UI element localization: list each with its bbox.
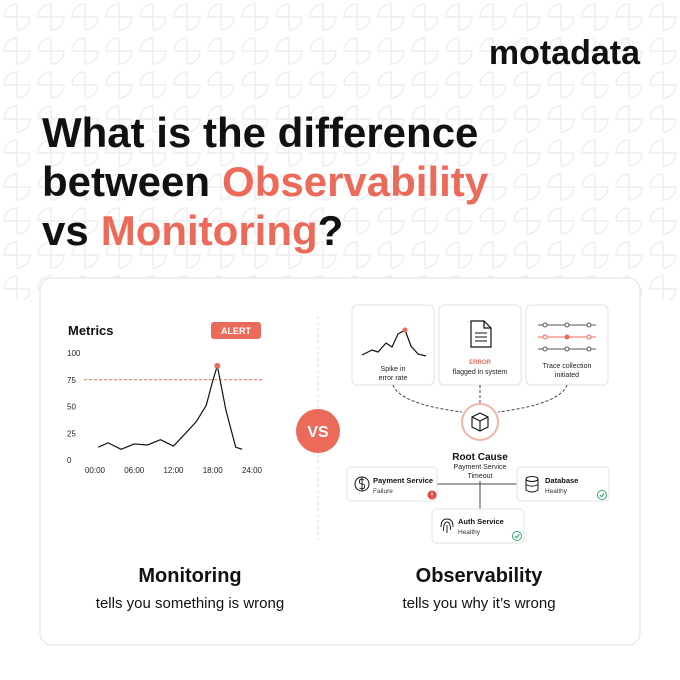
healthy-check (599, 493, 605, 498)
background-pattern (0, 0, 680, 300)
root-cause-text: Timeout (467, 473, 492, 480)
section-heading: Observability (416, 565, 544, 587)
document-icon (470, 320, 492, 348)
alert-badge-text: ALERT (221, 326, 251, 336)
service-card (516, 466, 610, 502)
vs-text: VS (307, 424, 329, 441)
error-tag: ERROR (469, 360, 491, 366)
spike-icon (361, 329, 427, 357)
headline-line: What is the difference (42, 109, 478, 156)
service-card (431, 508, 525, 544)
section-caption: tells you something is wrong (96, 595, 284, 612)
service-status: Failure (373, 488, 393, 495)
headline-text: ? (318, 207, 344, 254)
service-status: Healthy (458, 529, 481, 536)
cube-icon (471, 412, 489, 432)
dollar-icon (354, 476, 370, 492)
headline-line: between Observability (42, 158, 489, 205)
root-cause-title: Root Cause (452, 452, 508, 463)
y-tick-label: 0 (67, 456, 72, 465)
document-lines (475, 332, 487, 342)
service-links (437, 481, 517, 509)
section-caption: tells you why it’s wrong (402, 595, 555, 612)
headline-highlight: Monitoring (101, 207, 318, 254)
x-tick-label: 06:00 (124, 466, 145, 475)
connectors (392, 384, 568, 413)
brand-logo: motadata (489, 34, 641, 72)
card-text: Trace collection (543, 363, 592, 370)
card-text: initiated (555, 372, 579, 379)
x-tick-label: 00:00 (85, 466, 106, 475)
trace-icon (538, 322, 596, 352)
service-status: Healthy (545, 488, 568, 495)
vs-badge (296, 409, 340, 453)
headline-text: between (42, 158, 210, 205)
service-card (346, 466, 438, 502)
headline-highlight: Observability (222, 158, 489, 205)
y-tick-label: 75 (67, 376, 76, 385)
y-tick-label: 25 (67, 429, 76, 438)
card-text: error rate (379, 375, 408, 382)
fingerprint-icon (440, 518, 454, 533)
section-heading: Monitoring (138, 565, 241, 587)
y-tick-label: 50 (67, 403, 76, 412)
y-tick-label: 100 (67, 349, 81, 358)
metrics-chart: Metrics ALERT 0 25 50 75 100 00:00 06:00 12:00 1… (67, 322, 264, 475)
database-icon (525, 476, 539, 493)
x-tick-label: 12:00 (163, 466, 184, 475)
headline-text: What is the difference (42, 109, 478, 156)
service-name: Payment Service (373, 476, 433, 485)
alert-badge (211, 322, 261, 339)
chart-title: Metrics (68, 323, 114, 338)
healthy-icon (597, 490, 607, 500)
service-name: Database (545, 476, 578, 485)
root-cause-text: Payment Service (454, 464, 507, 471)
healthy-check (514, 534, 520, 539)
service-name: Auth Service (458, 517, 504, 526)
x-tick-label: 24:00 (242, 466, 263, 475)
card-text: Spike in (381, 366, 406, 373)
metric-line (98, 365, 243, 450)
x-tick-label: 18:00 (203, 466, 224, 475)
spike-dot (402, 327, 408, 333)
dollar-sign (358, 477, 366, 491)
headline-text: vs (42, 207, 89, 254)
alert-point (214, 362, 221, 369)
card-text: flagged in system (453, 369, 508, 376)
healthy-icon (512, 531, 522, 541)
headline-line: vs Monitoring? (42, 207, 343, 254)
